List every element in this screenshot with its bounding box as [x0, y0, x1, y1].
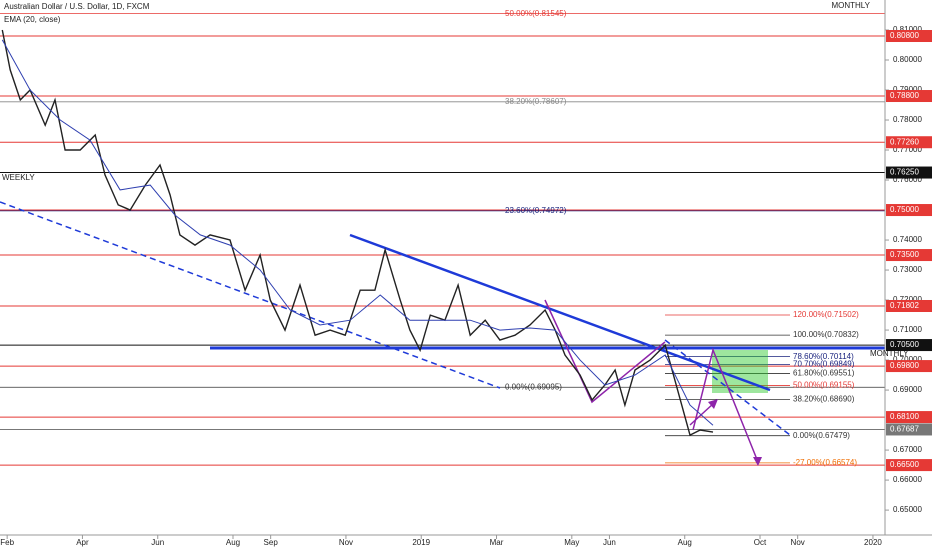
y-tick-label: 0.76000: [893, 175, 922, 184]
level-label: 0.78800: [890, 91, 919, 100]
y-tick-label: 0.70000: [893, 355, 922, 364]
fib-label: 78.60%(0.70114): [793, 352, 854, 361]
y-tick-label: 0.65000: [893, 505, 922, 514]
x-tick-label: Oct: [754, 538, 767, 547]
level-label: 0.73500: [890, 250, 919, 259]
y-tick-label: 0.69000: [893, 385, 922, 394]
y-tick-label: 0.79000: [893, 85, 922, 94]
x-tick-label: Jun: [151, 538, 164, 547]
level-label: 0.75000: [890, 205, 919, 214]
fib-label: 50.00%(0.81545): [505, 9, 567, 18]
y-tick-label: 0.67000: [893, 445, 922, 454]
fib-label: 120.00%(0.71502): [793, 310, 859, 319]
level-label: 0.67687: [890, 425, 919, 434]
x-tick-label: Apr: [76, 538, 89, 547]
x-tick-label: Aug: [678, 538, 692, 547]
level-badge: [886, 299, 932, 312]
level-label: 0.80800: [890, 31, 919, 40]
level-badge: [886, 204, 932, 217]
x-tick-label: Aug: [226, 538, 240, 547]
fib-label: 100.00%(0.70832): [793, 330, 859, 339]
y-tick-label: 0.66000: [893, 475, 922, 484]
annotation: WEEKLY: [2, 173, 35, 182]
y-tick-label: 0.73000: [893, 265, 922, 274]
resistance-trendline: [349, 233, 771, 392]
level-label: 0.71802: [890, 301, 919, 310]
y-tick-label: 0.81000: [893, 25, 922, 34]
fib-label: 38.20%(0.78607): [505, 97, 567, 106]
fib-label: 38.20%(0.68690): [793, 394, 855, 403]
level-badge: [886, 249, 932, 262]
fib-label: 23.60%(0.74972): [505, 206, 567, 215]
fib-label: 50.00%(0.69155): [793, 381, 855, 390]
level-badge: [886, 459, 932, 472]
x-tick-label: Feb: [0, 538, 14, 547]
fib-label: 0.00%(0.67479): [793, 431, 850, 440]
x-tick-label: May: [564, 538, 579, 547]
y-tick-label: 0.77000: [893, 145, 922, 154]
level-badge: [886, 339, 932, 352]
level-label: 0.76250: [890, 168, 919, 177]
x-tick-label: Nov: [339, 538, 353, 547]
projection-path: [692, 347, 759, 463]
level-label: 0.70500: [890, 340, 919, 349]
x-tick-label: Sep: [264, 538, 279, 547]
level-badge: [886, 166, 932, 179]
x-tick-label: Nov: [791, 538, 805, 547]
annotation: MONTHLY: [870, 349, 909, 358]
y-tick-label: 0.78000: [893, 115, 922, 124]
fib-label: 61.80%(0.69551): [793, 369, 855, 378]
y-tick-label: 0.72000: [893, 295, 922, 304]
arrow-head: [708, 399, 718, 409]
arrow: [689, 402, 715, 426]
y-tick-label: 0.80000: [893, 55, 922, 64]
price-line: [1, 29, 714, 437]
fib-label: 70.70%(0.69849): [793, 360, 855, 369]
ema-line: [1, 39, 714, 426]
x-tick-label: 2020: [864, 538, 882, 547]
annotation: MONTHLY: [831, 1, 870, 10]
level-badge: [886, 411, 932, 424]
level-badge: [886, 136, 932, 149]
chart-title: Australian Dollar / U.S. Dollar, 1D, FXC…: [4, 2, 150, 11]
level-label: 0.66500: [890, 460, 919, 469]
level-badge: [886, 90, 932, 103]
x-tick-label: 2019: [412, 538, 430, 547]
level-label: 0.77260: [890, 137, 919, 146]
dashed-trendline: [0, 201, 501, 389]
legend-entry: EMA (20, close): [4, 15, 61, 24]
level-badge: [886, 423, 932, 436]
level-badge: [886, 30, 932, 43]
arrow-head: [753, 457, 762, 466]
level-badge: [886, 360, 932, 373]
fib-label: 0.00%(0.69095): [505, 382, 562, 391]
x-tick-label: Mar: [490, 538, 504, 547]
dashed-trendline: [664, 339, 791, 436]
level-label: 0.68100: [890, 412, 919, 421]
y-tick-label: 0.74000: [893, 235, 922, 244]
wave-path: [544, 299, 666, 404]
fib-label: -27.00%(0.66574): [793, 458, 857, 467]
x-tick-label: Jun: [603, 538, 616, 547]
level-label: 0.69800: [890, 361, 919, 370]
y-tick-label: 0.71000: [893, 325, 922, 334]
